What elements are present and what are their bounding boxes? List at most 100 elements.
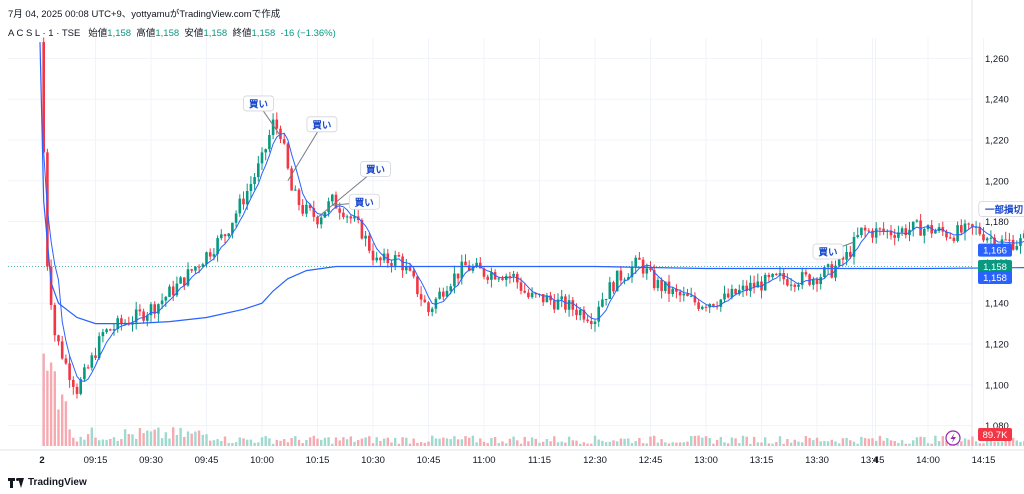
- volume-bar: [686, 441, 689, 446]
- change-value: -16 (−1.36%): [280, 28, 336, 39]
- volume-bar: [331, 443, 334, 446]
- candle-body: [582, 309, 586, 320]
- volume-bar: [68, 429, 71, 446]
- volume-bar: [475, 442, 478, 446]
- volume-bar: [523, 436, 526, 446]
- volume-bar: [701, 437, 704, 446]
- volume-bar: [127, 434, 130, 446]
- candle-body: [586, 319, 589, 322]
- candle-body: [1019, 238, 1022, 246]
- candle-body: [260, 152, 264, 164]
- candle-body: [767, 274, 771, 278]
- annotation-box: [978, 201, 1024, 217]
- volume-bar: [334, 437, 338, 446]
- close-label: 終値: [232, 28, 252, 39]
- candle-body: [353, 216, 356, 219]
- volume-bar: [756, 442, 759, 446]
- volume-bar: [408, 443, 412, 446]
- candle-body: [94, 355, 97, 359]
- candle-body: [479, 262, 482, 269]
- volume-badge-label: 89.7K: [983, 430, 1008, 441]
- price-badge: 1,158: [978, 259, 1012, 273]
- candle-body: [282, 139, 286, 144]
- candle-body: [860, 227, 863, 236]
- candle-body: [723, 293, 726, 300]
- annotation-leader: [287, 124, 323, 182]
- volume-bar: [579, 443, 582, 446]
- candle-body: [160, 300, 164, 305]
- volume-bar: [371, 443, 375, 446]
- volume-bar: [183, 436, 186, 446]
- volume-bar: [1011, 437, 1015, 446]
- volume-bar: [627, 438, 630, 446]
- volume-bar: [368, 436, 371, 446]
- volume-bar: [519, 443, 523, 446]
- candle-body: [993, 237, 996, 248]
- volume-bar: [86, 434, 90, 446]
- symbol-label[interactable]: A C S L · 1 · TSE: [8, 28, 81, 39]
- volume-bar: [612, 440, 615, 446]
- candle-body: [190, 269, 193, 271]
- candle-body: [527, 292, 530, 298]
- candle-body: [97, 336, 101, 359]
- volume-badge-bg: [978, 428, 1012, 441]
- candle-body: [971, 224, 974, 228]
- volume-bar: [586, 443, 589, 446]
- candle-body: [460, 261, 464, 279]
- volume-bar: [175, 434, 179, 446]
- candle-body: [719, 299, 723, 307]
- volume-bar: [664, 442, 667, 446]
- candle-body: [963, 223, 967, 233]
- high-label: 高値: [136, 28, 156, 39]
- candle-body: [730, 288, 734, 298]
- candle-body: [882, 228, 885, 232]
- candle-body: [815, 279, 819, 285]
- candle-body: [227, 233, 230, 237]
- volume-bar: [841, 438, 845, 446]
- candle-body: [90, 355, 94, 368]
- price-badge-bg: [978, 270, 1012, 284]
- volume-bar: [527, 441, 530, 446]
- candle-body: [671, 288, 674, 294]
- volume-bar: [90, 427, 93, 446]
- candle-body: [72, 379, 75, 387]
- volume-bar: [616, 441, 619, 446]
- chart-caption: 7月 04, 2025 00:08 UTC+9、yottyamuがTrading…: [8, 9, 281, 20]
- candle-body: [60, 341, 64, 359]
- candle-body: [904, 228, 908, 236]
- tradingview-brand[interactable]: TradingView: [8, 477, 87, 488]
- candle-body: [604, 298, 608, 300]
- candle-body: [268, 135, 271, 150]
- volume-bar: [460, 439, 463, 446]
- volume-bar: [290, 437, 293, 446]
- candle-body: [778, 273, 782, 275]
- volume-bar: [912, 440, 915, 446]
- candle-body: [830, 264, 834, 278]
- x-tick-label: 12:45: [639, 455, 663, 466]
- volume-bar: [860, 436, 863, 446]
- annotation-label: 買い: [355, 198, 374, 209]
- volume-bar: [253, 442, 256, 446]
- candle-body: [945, 231, 948, 238]
- candle-body: [590, 321, 593, 325]
- volume-bar: [908, 443, 911, 446]
- x-tick-label: 11:00: [472, 455, 495, 466]
- volume-bar: [327, 437, 330, 446]
- candle-body: [242, 198, 245, 205]
- x-tick-label: 14:15: [972, 455, 996, 466]
- volume-bar: [172, 427, 175, 446]
- volume-bar: [590, 443, 593, 446]
- volume-bar: [493, 437, 497, 446]
- volume-bar: [160, 438, 164, 446]
- volume-bar: [812, 440, 815, 446]
- annotation-callout: 買い: [332, 193, 380, 210]
- candle-body: [756, 281, 760, 288]
- volume-bar: [468, 437, 471, 446]
- volume-bar: [838, 443, 841, 446]
- candle-body: [741, 285, 745, 290]
- candle-body: [948, 237, 952, 239]
- candlesticks: [42, 37, 1024, 399]
- volume-bar: [542, 441, 545, 446]
- candle-body: [456, 273, 460, 279]
